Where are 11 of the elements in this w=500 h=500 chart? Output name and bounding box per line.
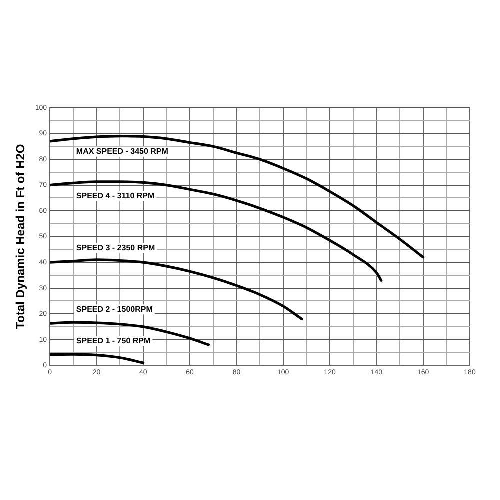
line-series [50, 353, 145, 364]
series-label: SPEED 3 - 2350 RPM [76, 243, 156, 252]
series-label: SPEED 4 - 3110 RPM [76, 191, 155, 200]
line-series [50, 180, 383, 282]
series-label: MAX SPEED - 3450 RPM [76, 147, 169, 156]
line-series [50, 321, 210, 346]
series-label: SPEED 2 - 1500RPM [76, 304, 154, 314]
line-series [50, 135, 425, 259]
y-axis-title: Total Dynamic Head in Ft of H2O [14, 144, 28, 330]
series-label: SPEED 1 - 750 RPM [76, 336, 151, 346]
line-series [50, 258, 304, 321]
